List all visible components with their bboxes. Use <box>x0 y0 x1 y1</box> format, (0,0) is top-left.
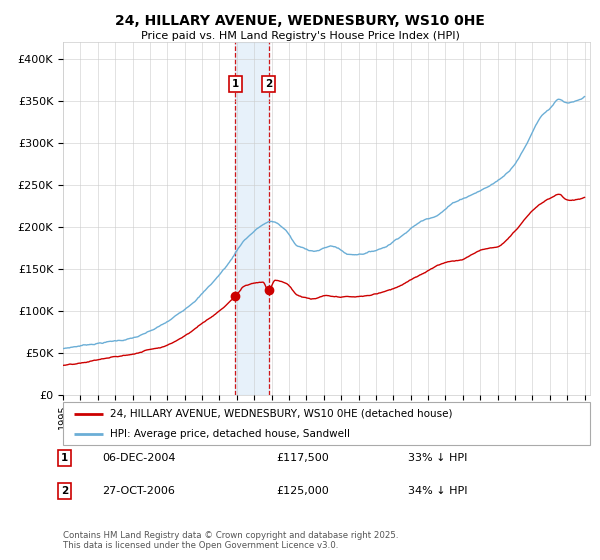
Text: 24, HILLARY AVENUE, WEDNESBURY, WS10 0HE (detached house): 24, HILLARY AVENUE, WEDNESBURY, WS10 0HE… <box>110 409 453 419</box>
Text: 06-DEC-2004: 06-DEC-2004 <box>102 453 176 463</box>
Text: £125,000: £125,000 <box>276 487 329 496</box>
Text: 34% ↓ HPI: 34% ↓ HPI <box>408 487 467 496</box>
FancyBboxPatch shape <box>63 402 590 445</box>
Text: 33% ↓ HPI: 33% ↓ HPI <box>408 453 467 463</box>
Text: 2: 2 <box>265 79 272 89</box>
Text: 24, HILLARY AVENUE, WEDNESBURY, WS10 0HE: 24, HILLARY AVENUE, WEDNESBURY, WS10 0HE <box>115 14 485 28</box>
Text: £117,500: £117,500 <box>276 453 329 463</box>
Text: 2: 2 <box>61 487 68 496</box>
Text: 1: 1 <box>61 453 68 463</box>
Text: 27-OCT-2006: 27-OCT-2006 <box>102 487 175 496</box>
Text: HPI: Average price, detached house, Sandwell: HPI: Average price, detached house, Sand… <box>110 430 350 439</box>
Text: Contains HM Land Registry data © Crown copyright and database right 2025.
This d: Contains HM Land Registry data © Crown c… <box>63 530 398 550</box>
Text: Price paid vs. HM Land Registry's House Price Index (HPI): Price paid vs. HM Land Registry's House … <box>140 31 460 41</box>
Text: 1: 1 <box>232 79 239 89</box>
Bar <box>235 42 269 395</box>
